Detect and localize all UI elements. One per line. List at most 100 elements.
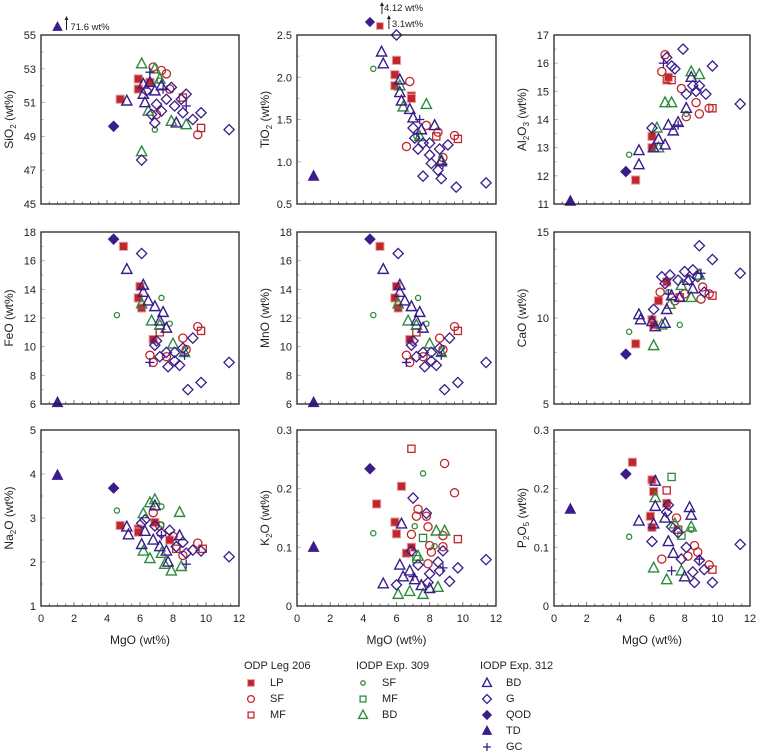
- data-point: [694, 554, 704, 564]
- data-point: [153, 539, 167, 552]
- data-point: [413, 305, 426, 318]
- data-point: [693, 79, 706, 92]
- data-point: [673, 120, 683, 130]
- y-tick-label: 8: [286, 370, 292, 382]
- data-point: [683, 274, 696, 287]
- data-point: [148, 507, 158, 518]
- data-point: [196, 123, 206, 133]
- data-point: [364, 462, 376, 475]
- data-point: [697, 282, 708, 292]
- data-point: [401, 357, 412, 368]
- data-point: [372, 499, 382, 509]
- triangle-filled-icon: [481, 725, 493, 735]
- x-tick-label: 10: [711, 613, 723, 625]
- data-point: [161, 351, 172, 362]
- legend-label: SF: [382, 677, 397, 689]
- y-axis-label: TiO2 (wt%): [258, 91, 274, 148]
- legend-label: LP: [270, 677, 284, 689]
- y-tick-label: 0.3: [277, 425, 292, 437]
- data-point: [376, 576, 390, 589]
- data-point: [406, 93, 417, 103]
- panel-tio2: 0.5 1.0 1.5 2.0 2.5 TiO2 (wt%) 4.12 wt% 3.1wt%: [258, 2, 497, 211]
- y-tick-label: 4: [30, 469, 36, 481]
- y-tick-label: 15: [537, 86, 549, 98]
- data-point: [196, 326, 206, 336]
- data-point: [625, 533, 633, 541]
- x-tick-label: 10: [200, 613, 212, 625]
- legend-item: SF: [356, 675, 429, 691]
- data-point: [370, 530, 377, 537]
- data-point: [179, 117, 193, 130]
- triangle-open-icon: [357, 708, 369, 720]
- data-point: [667, 566, 677, 576]
- data-point: [665, 95, 678, 108]
- data-point: [431, 580, 445, 593]
- x-tick-label: 2: [327, 613, 333, 625]
- x-axis-label: MgO (wt%): [367, 633, 427, 647]
- y-axis-label: P2O5 (wt%): [515, 488, 531, 548]
- data-point: [156, 531, 167, 541]
- data-point: [391, 587, 405, 600]
- data-point: [168, 99, 181, 112]
- data-point: [663, 289, 673, 299]
- data-point: [175, 93, 188, 106]
- data-point: [693, 67, 706, 80]
- x-tick-label: 4: [616, 613, 622, 625]
- data-point: [680, 88, 693, 101]
- off-scale-label: 3.1wt%: [392, 19, 424, 30]
- y-tick-label: 55: [24, 30, 36, 42]
- data-point: [174, 559, 188, 572]
- data-point: [423, 336, 436, 349]
- data-point: [684, 290, 698, 303]
- data-point: [425, 157, 438, 170]
- data-point: [657, 554, 667, 564]
- data-point: [107, 233, 120, 245]
- x-tick-label: 6: [649, 613, 655, 625]
- y-tick-label: 18: [24, 227, 36, 239]
- data-point: [425, 346, 438, 359]
- y-tick-label: 5: [30, 425, 36, 437]
- x-tick-label: 4: [360, 613, 366, 625]
- data-point: [158, 294, 165, 302]
- data-point: [418, 360, 431, 373]
- data-point: [441, 138, 454, 151]
- legend-item: BD: [480, 675, 553, 691]
- y-tick-label: 14: [280, 284, 292, 296]
- data-point: [645, 535, 659, 548]
- data-point: [410, 313, 423, 326]
- plot-frame: [40, 34, 240, 205]
- legend-marker: [481, 709, 493, 721]
- data-point: [178, 93, 188, 102]
- legend-label: SF: [270, 693, 285, 705]
- data-point: [176, 536, 189, 549]
- data-point: [734, 538, 747, 551]
- data-point: [658, 510, 672, 523]
- data-point: [393, 72, 407, 85]
- data-point: [223, 550, 236, 563]
- square-filled-icon: [247, 679, 255, 687]
- circle-open-small-icon: [360, 680, 366, 686]
- data-point: [156, 65, 167, 76]
- y-tick-label: 0.2: [534, 484, 549, 496]
- data-point: [415, 122, 428, 135]
- arrowhead: [386, 15, 391, 19]
- data-point: [645, 121, 659, 134]
- data-point: [419, 470, 427, 477]
- data-point: [432, 132, 441, 141]
- data-point: [155, 105, 168, 118]
- data-point: [436, 544, 449, 557]
- data-point: [438, 383, 451, 396]
- data-point: [426, 547, 437, 557]
- data-point: [393, 277, 407, 290]
- data-point: [428, 118, 441, 131]
- data-point: [424, 540, 435, 551]
- data-point: [453, 134, 463, 144]
- data-point: [173, 359, 186, 372]
- data-point: [649, 499, 662, 512]
- y-tick-label: 3: [30, 513, 36, 525]
- data-point: [406, 542, 417, 552]
- square-open-icon: [247, 711, 255, 719]
- data-point: [647, 516, 660, 529]
- data-point: [435, 154, 448, 167]
- data-point: [706, 576, 719, 589]
